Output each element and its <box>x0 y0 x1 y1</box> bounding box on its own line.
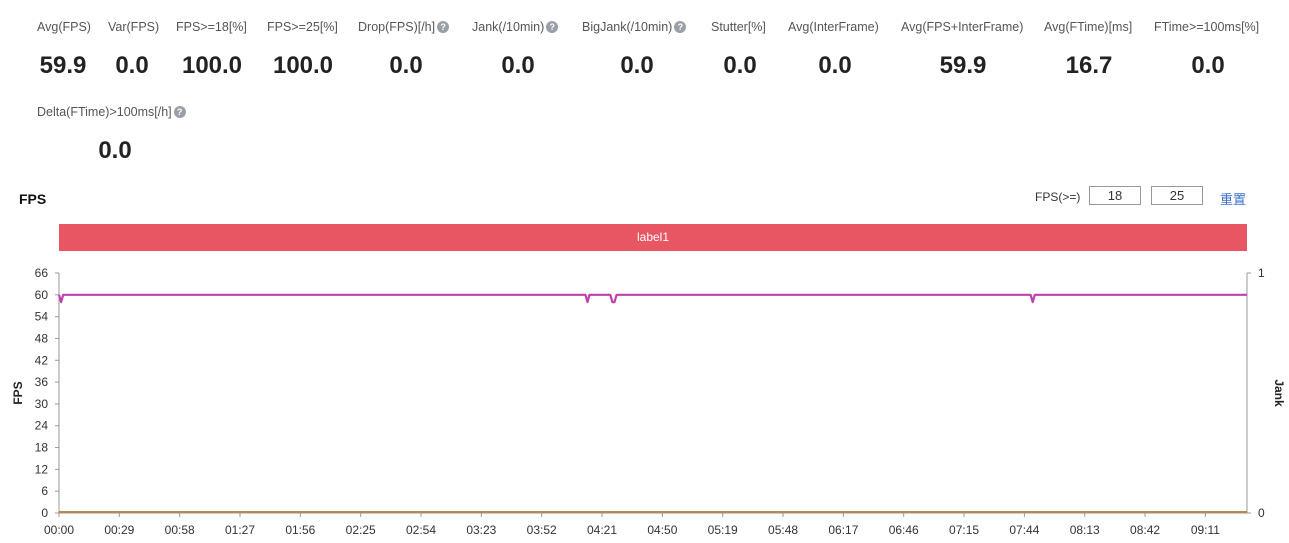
x-tick-label: 01:27 <box>225 523 255 537</box>
x-tick-label: 03:23 <box>466 523 496 537</box>
y-tick-label: 66 <box>35 266 49 280</box>
help-icon[interactable]: ? <box>546 21 559 33</box>
metric-label: BigJank(/10min)? <box>582 20 687 34</box>
metric-label-text: FTime>=100ms[%] <box>1154 20 1260 34</box>
y-tick-label: 60 <box>35 288 49 302</box>
metric-label-text: FPS>=25[%] <box>267 20 338 34</box>
x-tick-label: 05:48 <box>768 523 798 537</box>
x-tick-label: 08:13 <box>1070 523 1100 537</box>
help-icon[interactable]: ? <box>173 106 186 118</box>
y-tick-label: 30 <box>35 397 49 411</box>
metric-label: FPS>=25[%] <box>267 20 338 34</box>
metric-label: Var(FPS) <box>108 20 159 34</box>
metric-label-text: Avg(FPS) <box>37 20 91 34</box>
x-tick-label: 07:15 <box>949 523 979 537</box>
metric-value: 0.0 <box>1191 52 1225 79</box>
y-tick-label: 18 <box>35 441 49 455</box>
metric-value: 100.0 <box>181 52 243 79</box>
metric-value: 0.0 <box>389 52 423 79</box>
help-icon[interactable]: ? <box>437 21 450 33</box>
metric-label: Delta(FTime)>100ms[/h]? <box>37 105 186 119</box>
metric-label: Avg(FPS) <box>37 20 91 34</box>
metric-value: 0.0 <box>98 137 132 164</box>
y2-axis-title: Jank <box>1272 379 1286 407</box>
metric-label-text: Var(FPS) <box>108 20 160 34</box>
y-tick-label: 42 <box>35 353 49 367</box>
y-tick-label: 6 <box>41 484 48 498</box>
chart-title: FPS <box>19 191 47 207</box>
metric-label-text: Jank(/10min) <box>472 20 545 34</box>
x-tick-label: 04:21 <box>587 523 617 537</box>
x-tick-label: 08:42 <box>1130 523 1160 537</box>
x-tick-label: 07:44 <box>1009 523 1039 537</box>
metric-label-text: FPS>=18[%] <box>176 20 247 34</box>
label-band: label1 <box>59 224 1247 251</box>
metric-value: 100.0 <box>272 52 334 79</box>
metric-label-text: Delta(FTime)>100ms[/h] <box>37 105 172 119</box>
metric-label: FPS>=18[%] <box>176 20 247 34</box>
metric-value: 59.9 <box>39 52 87 79</box>
y-tick-label: 54 <box>35 310 49 324</box>
fps-series-line <box>57 293 1247 304</box>
metric-label-text: BigJank(/10min) <box>582 20 673 34</box>
metric-value: 0.0 <box>115 52 149 79</box>
y-tick-label: 12 <box>35 462 49 476</box>
x-tick-label: 00:00 <box>44 523 74 537</box>
x-tick-label: 05:19 <box>708 523 738 537</box>
metric-label-text: Stutter[%] <box>711 20 766 34</box>
fps-threshold-high-input[interactable] <box>1151 186 1203 205</box>
x-tick-label: 04:50 <box>647 523 677 537</box>
metric-value: 0.0 <box>501 52 535 79</box>
metric-label: Jank(/10min)? <box>472 20 559 34</box>
metric-label: FTime>=100ms[%] <box>1154 20 1259 34</box>
metric-label: Stutter[%] <box>711 20 766 34</box>
y2-tick-label: 1 <box>1258 266 1265 280</box>
metric-value: 0.0 <box>620 52 654 79</box>
y-axis-title: FPS <box>11 381 25 404</box>
metric-label: Avg(FPS+InterFrame) <box>901 20 1023 34</box>
y-tick-label: 0 <box>41 506 48 520</box>
x-tick-label: 06:46 <box>889 523 919 537</box>
y2-tick-label: 0 <box>1258 506 1265 520</box>
metric-value: 0.0 <box>818 52 852 79</box>
x-tick-label: 00:58 <box>165 523 195 537</box>
metric-label: Avg(InterFrame) <box>788 20 879 34</box>
metric-label: Drop(FPS)[/h]? <box>358 20 450 34</box>
metric-label-text: Drop(FPS)[/h] <box>358 20 436 34</box>
metric-label-text: Avg(FPS+InterFrame) <box>901 20 1024 34</box>
x-tick-label: 09:11 <box>1191 523 1220 537</box>
x-tick-label: 03:52 <box>527 523 557 537</box>
x-tick-label: 01:56 <box>285 523 315 537</box>
help-icon[interactable]: ? <box>674 21 687 33</box>
y-tick-label: 48 <box>35 331 49 345</box>
fps-threshold-label: FPS(>=) <box>1035 190 1081 204</box>
x-tick-label: 06:17 <box>828 523 858 537</box>
x-tick-label: 02:25 <box>346 523 376 537</box>
x-tick-label: 00:29 <box>104 523 134 537</box>
metric-label: Avg(FTime)[ms] <box>1044 20 1132 34</box>
reset-button[interactable]: 重置 <box>1220 192 1247 207</box>
metric-value: 16.7 <box>1065 52 1113 79</box>
metric-value: 59.9 <box>939 52 987 79</box>
metric-label-text: Avg(InterFrame) <box>788 20 879 34</box>
y-tick-label: 24 <box>35 419 49 433</box>
metric-label-text: Avg(FTime)[ms] <box>1044 20 1133 34</box>
fps-threshold-low-input[interactable] <box>1089 186 1141 205</box>
x-tick-label: 02:54 <box>406 523 436 537</box>
metric-value: 0.0 <box>723 52 757 79</box>
y-tick-label: 36 <box>35 375 49 389</box>
